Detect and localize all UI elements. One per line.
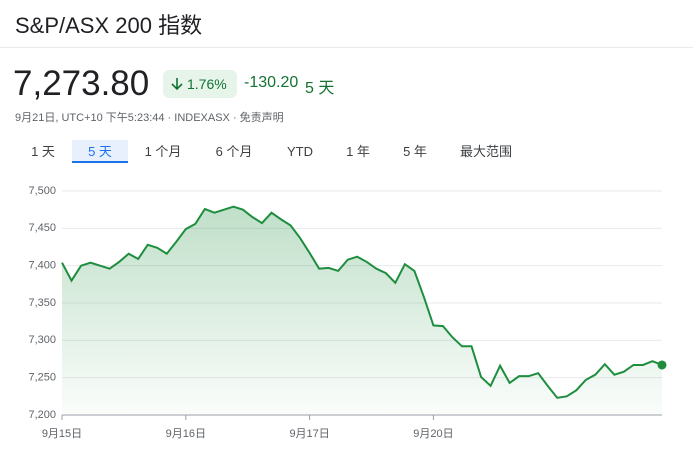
range-tab[interactable]: 1 年 xyxy=(346,144,370,159)
y-tick-label: 7,300 xyxy=(28,334,56,346)
last-point xyxy=(657,360,667,370)
period: 5 天 xyxy=(305,80,335,97)
line xyxy=(61,205,663,399)
range-tab[interactable]: YTD xyxy=(287,144,313,159)
change-chip: 1.76% xyxy=(163,70,237,98)
area xyxy=(62,206,662,415)
range-tab[interactable]: 6 个月 xyxy=(215,144,253,159)
range-tab[interactable]: 1 天 xyxy=(31,144,55,159)
price: 7,273.80 xyxy=(13,64,150,103)
chart: 7,200 7,250 7,300 7,350 7,400 7,450 7,500 9月15日… xyxy=(28,185,667,440)
y-tick-label: 7,500 xyxy=(28,185,56,197)
divider xyxy=(0,47,693,48)
range-tab[interactable]: 最大范围 xyxy=(459,144,512,159)
x-tick-label: 9月17日 xyxy=(289,428,329,440)
x-tick-label: 9月20日 xyxy=(413,428,453,440)
meta: 9月21日, UTC+10 下午5:23:44 · INDEXASX · 免责声… xyxy=(15,112,284,124)
x-tick-label: 9月16日 xyxy=(166,428,206,440)
change: -130.20 xyxy=(244,74,299,91)
y-tick-label: 7,250 xyxy=(28,372,56,384)
down-arrow xyxy=(171,78,183,91)
tabs: 1 天 5 天 1 个月 6 个月 YTD 1 年 5 年 最大范围 xyxy=(0,140,693,164)
y-tick-label: 7,350 xyxy=(28,297,56,309)
x-tick-label: 9月15日 xyxy=(42,428,82,440)
y-tick-label: 7,450 xyxy=(28,222,56,234)
range-tab[interactable]: 5 天 xyxy=(72,140,128,163)
y-tick-label: 7,400 xyxy=(28,260,56,272)
range-tab[interactable]: 5 年 xyxy=(403,144,427,159)
title: S&P/ASX 200 指数 xyxy=(15,13,203,38)
change-percent: 1.76% xyxy=(187,76,227,92)
range-tab[interactable]: 1 个月 xyxy=(144,144,182,159)
y-tick-label: 7,200 xyxy=(28,409,56,421)
